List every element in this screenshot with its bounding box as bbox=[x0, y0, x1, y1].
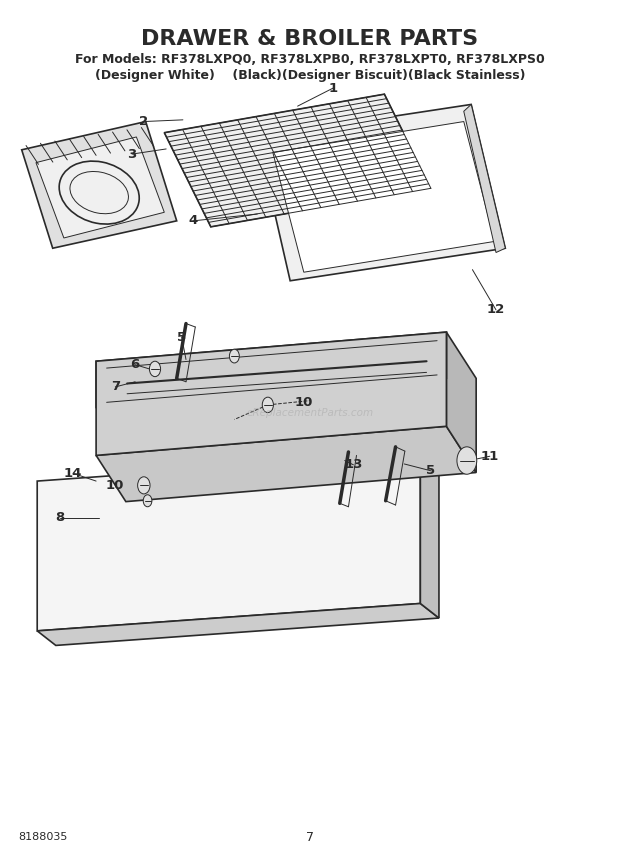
Text: 11: 11 bbox=[480, 449, 499, 463]
Text: 7: 7 bbox=[306, 830, 314, 844]
Text: 13: 13 bbox=[344, 458, 363, 472]
Text: For Models: RF378LXPQ0, RF378LXPB0, RF378LXPT0, RF378LXPS0: For Models: RF378LXPQ0, RF378LXPB0, RF37… bbox=[75, 53, 545, 67]
Circle shape bbox=[149, 361, 161, 377]
Polygon shape bbox=[464, 104, 505, 253]
Text: 10: 10 bbox=[294, 395, 313, 409]
Text: 8188035: 8188035 bbox=[19, 832, 68, 842]
Polygon shape bbox=[446, 332, 476, 473]
Polygon shape bbox=[273, 122, 495, 272]
Polygon shape bbox=[22, 122, 177, 248]
Text: eReplacementParts.com: eReplacementParts.com bbox=[246, 408, 374, 419]
Text: 7: 7 bbox=[111, 380, 120, 394]
Text: 12: 12 bbox=[487, 303, 505, 317]
Text: (Designer White)    (Black)(Designer Biscuit)(Black Stainless): (Designer White) (Black)(Designer Biscui… bbox=[95, 68, 525, 82]
Text: 5: 5 bbox=[427, 464, 435, 478]
Polygon shape bbox=[36, 137, 164, 238]
Circle shape bbox=[143, 495, 152, 507]
Text: 5: 5 bbox=[177, 330, 186, 344]
Circle shape bbox=[262, 397, 273, 413]
Polygon shape bbox=[96, 332, 446, 407]
Circle shape bbox=[457, 447, 477, 474]
Text: 14: 14 bbox=[64, 467, 82, 480]
Text: DRAWER & BROILER PARTS: DRAWER & BROILER PARTS bbox=[141, 28, 479, 49]
Polygon shape bbox=[37, 603, 439, 645]
Polygon shape bbox=[164, 94, 431, 227]
Polygon shape bbox=[37, 454, 420, 631]
Text: 1: 1 bbox=[329, 81, 337, 95]
Text: 4: 4 bbox=[189, 214, 198, 228]
Text: 6: 6 bbox=[131, 358, 140, 372]
Circle shape bbox=[138, 477, 150, 494]
Text: 8: 8 bbox=[56, 511, 64, 525]
Polygon shape bbox=[96, 332, 446, 455]
Polygon shape bbox=[257, 104, 505, 281]
Polygon shape bbox=[420, 454, 439, 618]
Text: 3: 3 bbox=[128, 147, 136, 161]
Text: 2: 2 bbox=[140, 115, 148, 128]
Text: 10: 10 bbox=[105, 479, 124, 492]
Circle shape bbox=[229, 349, 239, 363]
Polygon shape bbox=[96, 426, 476, 502]
